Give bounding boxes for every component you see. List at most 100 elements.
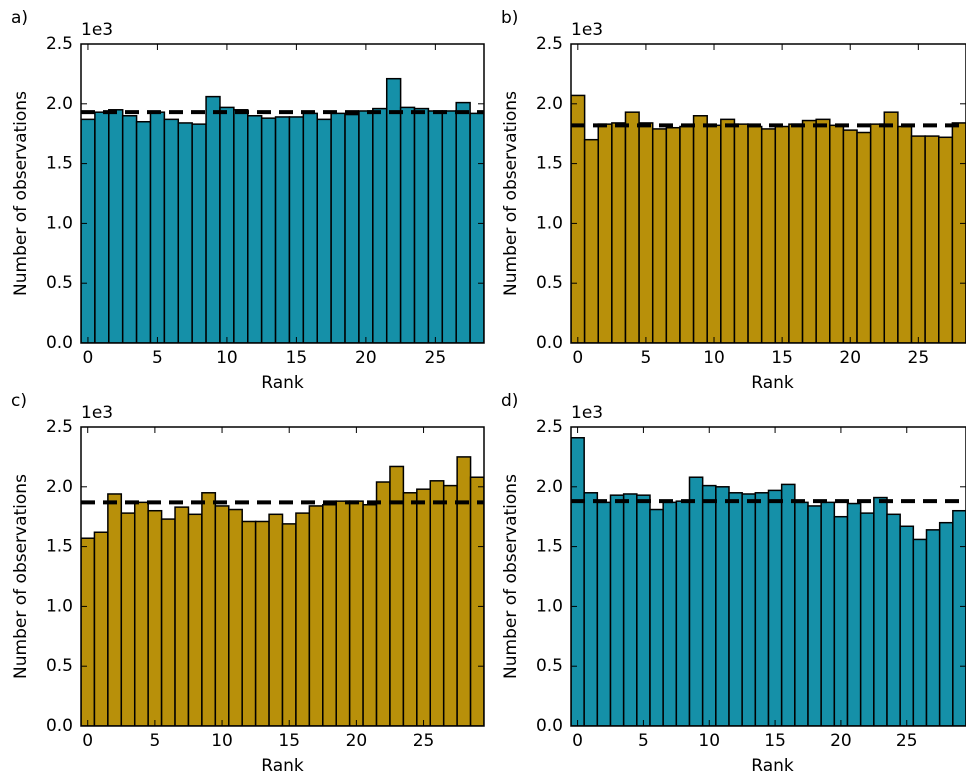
y-tick-label: 2.5 <box>46 34 73 54</box>
bar <box>147 509 163 726</box>
bar <box>372 107 388 343</box>
x-tick-label: 5 <box>638 731 649 751</box>
bar <box>455 101 471 343</box>
bar <box>609 494 625 726</box>
bar <box>571 94 586 343</box>
bar <box>219 106 235 343</box>
x-tick-label: 0 <box>572 348 583 368</box>
bar <box>649 508 664 726</box>
bar <box>856 131 872 343</box>
bar <box>469 476 484 726</box>
x-tick-label: 10 <box>698 731 720 751</box>
bar <box>177 122 193 343</box>
bar <box>344 113 360 343</box>
bar <box>925 529 941 726</box>
y-tick-label: 1.0 <box>536 213 563 233</box>
axes-frame <box>80 426 485 727</box>
bar <box>833 515 849 726</box>
bar <box>662 501 678 726</box>
bar <box>201 492 217 726</box>
bar <box>571 437 585 726</box>
bar <box>754 492 770 726</box>
bar <box>81 118 96 343</box>
bar <box>362 503 378 726</box>
bar <box>820 501 836 726</box>
bar <box>81 537 96 726</box>
y-tick-label: 1.0 <box>46 213 73 233</box>
panel-label: c) <box>11 391 27 411</box>
y-tick-label: 1.0 <box>46 596 73 616</box>
bar <box>679 125 695 343</box>
panel-label: a) <box>11 8 28 28</box>
y-tick-label: 1.5 <box>536 537 563 557</box>
bar <box>596 501 612 726</box>
bar <box>924 135 940 343</box>
bar <box>160 518 176 726</box>
bar <box>829 124 845 343</box>
y-tick-label: 2.5 <box>536 34 563 54</box>
plot-area <box>571 94 966 343</box>
bar <box>801 119 817 343</box>
x-tick-label: 20 <box>355 348 377 368</box>
axes-frame <box>570 426 966 727</box>
panel-label: b) <box>501 8 518 28</box>
bar <box>883 111 899 343</box>
bar <box>728 492 743 726</box>
x-tick-label: 20 <box>830 731 852 751</box>
y-tick-label: 0.0 <box>536 333 563 353</box>
x-tick-label: 0 <box>82 731 93 751</box>
x-tick-label: 5 <box>152 348 163 368</box>
x-tick-label: 25 <box>413 731 435 751</box>
bar <box>260 117 277 343</box>
bar <box>402 492 418 726</box>
bar <box>335 500 351 726</box>
x-axis-label: Rank <box>751 373 794 393</box>
bar <box>899 525 915 726</box>
bar <box>938 136 954 343</box>
bar <box>675 500 691 726</box>
bar <box>399 106 416 343</box>
bar <box>358 110 374 343</box>
x-tick-label: 20 <box>346 731 368 751</box>
x-tick-label: 15 <box>278 731 300 751</box>
bar <box>94 111 110 343</box>
bar <box>107 493 123 726</box>
bar <box>665 126 681 343</box>
bar <box>441 110 457 343</box>
bar <box>191 123 207 343</box>
bar <box>281 523 297 726</box>
bar <box>624 111 640 343</box>
bar <box>348 500 364 726</box>
bar <box>747 125 763 343</box>
y-tick-label: 2.0 <box>536 477 563 497</box>
y-axis-label: Number of observations <box>11 91 31 296</box>
y-tick-label: 2.0 <box>46 477 73 497</box>
bar <box>733 123 749 343</box>
bar <box>133 501 149 726</box>
x-tick-label: 25 <box>425 348 447 368</box>
x-tick-label: 5 <box>640 348 651 368</box>
y-tick-label: 0.5 <box>46 656 73 676</box>
bar <box>583 492 599 726</box>
bar <box>233 109 249 343</box>
y-axis-label: Number of observations <box>501 474 521 679</box>
bar <box>720 118 736 343</box>
bar <box>274 116 291 343</box>
bar <box>322 503 337 726</box>
bar <box>760 128 777 343</box>
plot-area <box>81 77 484 343</box>
y-tick-label: 0.0 <box>536 716 563 736</box>
bar <box>859 512 875 726</box>
bar <box>163 118 180 343</box>
bar <box>330 112 346 343</box>
bar <box>741 493 757 726</box>
bar <box>807 505 822 726</box>
bar <box>416 488 432 726</box>
bar <box>897 125 913 343</box>
bar <box>780 483 796 726</box>
x-tick-label: 0 <box>572 731 583 751</box>
bar <box>611 122 627 343</box>
y-tick-label: 0.0 <box>46 716 73 736</box>
bar <box>302 112 318 343</box>
bar <box>706 124 722 343</box>
